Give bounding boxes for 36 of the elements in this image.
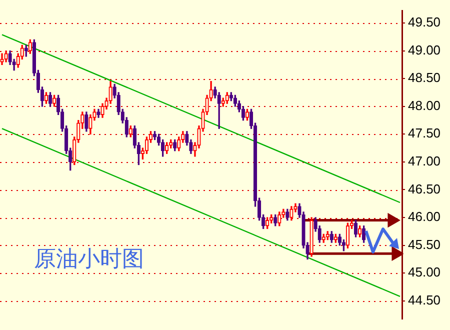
candlestick <box>4 50 8 62</box>
candlestick <box>245 108 250 121</box>
candlestick <box>84 112 88 132</box>
candlestick <box>270 214 274 224</box>
candlestick <box>346 222 350 248</box>
y-tick-label: 45.50 <box>408 236 441 252</box>
y-tick-label: 49.00 <box>408 42 441 58</box>
candlestick <box>173 139 177 152</box>
candlestick <box>286 208 290 221</box>
annotation: 原油小时图 <box>34 246 144 274</box>
y-tick-label: 48.00 <box>408 98 441 113</box>
candlestick <box>310 217 314 257</box>
candlestick <box>24 44 28 57</box>
candlestick <box>96 108 100 118</box>
candlestick <box>169 139 173 148</box>
y-tick-label: 45.00 <box>408 264 441 280</box>
candlestick <box>28 39 32 54</box>
candlestick <box>48 92 52 107</box>
candlestick <box>354 220 358 238</box>
y-tick-label: 47.00 <box>408 154 441 169</box>
y-tick-label: 44.50 <box>408 292 441 308</box>
candlestick <box>229 92 233 102</box>
candlestick <box>278 212 282 226</box>
y-tick-label: 47.50 <box>408 126 441 141</box>
candlestick <box>334 234 338 243</box>
candlestick <box>322 234 326 243</box>
candlestick <box>326 231 330 240</box>
y-tick-label: 46.50 <box>408 181 441 196</box>
y-tick-label: 48.50 <box>408 70 441 86</box>
y-tick-label: 46.00 <box>408 209 441 224</box>
candlestick <box>290 206 294 221</box>
y-tick-label: 49.50 <box>408 14 441 30</box>
candlestick <box>0 53 4 66</box>
candlestick <box>52 94 56 107</box>
candlestick <box>274 214 278 226</box>
candlestick <box>221 98 225 107</box>
